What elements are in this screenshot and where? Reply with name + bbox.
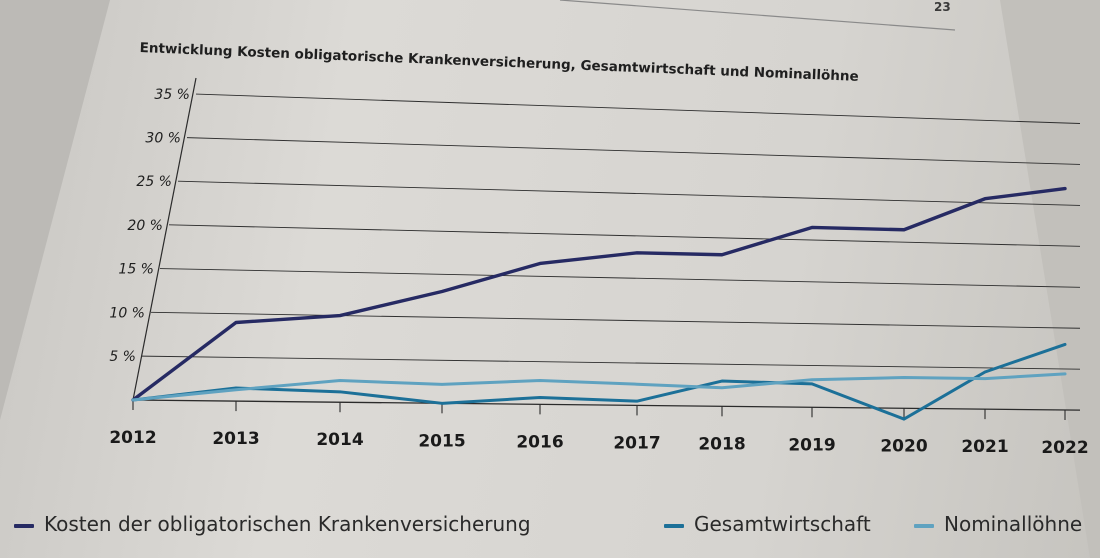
page-number: 23 [934,0,951,14]
x-tick-label: 2014 [316,430,363,450]
legend-label-gesamtwirtschaft: Gesamtwirtschaft [694,512,871,536]
data-point [983,377,987,380]
data-point [440,383,444,386]
grid-line [159,268,1081,288]
data-point [338,379,342,382]
data-point [902,228,906,231]
data-point [1063,372,1067,376]
y-tick-label: 15 % [118,262,154,278]
legend-item-krankenversicherung: Kosten der obligatorischen Krankenversic… [14,512,531,536]
data-point [810,378,814,381]
legend-swatch-gesamtwirtschaft [664,523,684,528]
data-point [810,226,814,229]
data-point [810,382,814,386]
legend-label-krankenversicherung: Kosten der obligatorischen Krankenversic… [44,512,531,536]
x-tick-label: 2015 [418,431,465,451]
y-tick-label: 20 % [127,218,163,234]
data-point [234,388,238,391]
series-line-2 [131,372,1067,402]
data-point [338,390,342,394]
y-tick-label: 5 % [109,349,136,365]
x-tick-label: 2017 [613,433,660,453]
data-point [440,402,444,405]
data-point [131,398,135,402]
data-point [720,253,724,256]
grid-line [186,137,1081,165]
legend-swatch-nominalloehne [914,523,934,528]
y-tick-label: 10 % [109,305,145,321]
x-tick-label: 2021 [961,437,1008,457]
y-tick-label: 35 % [154,87,190,103]
data-point [1063,343,1067,346]
legend-item-nominalloehne: Nominallöhne [914,512,1082,536]
data-point [720,386,724,389]
grid-line [141,355,1081,370]
data-point [538,262,542,265]
grid-lines [141,93,1081,370]
x-tick-label: 2018 [698,434,745,454]
series-line-0 [131,186,1067,402]
data-point [1063,187,1067,190]
y-tick-label: 30 % [145,131,181,147]
grid-line [168,224,1081,247]
data-point [902,376,906,379]
grid-line [177,180,1081,206]
legend: Kosten der obligatorischen Krankenversic… [14,512,1100,546]
x-axis-ticks: 2012 2013 2014 2015 2016 2017 2018 2019 2020 2021… [109,400,1089,458]
legend-item-gesamtwirtschaft: Gesamtwirtschaft [664,512,871,536]
grid-line [195,93,1081,124]
x-tick-label: 2022 [1041,438,1088,458]
grid-line [150,311,1081,329]
data-point [720,379,724,383]
x-tick-label: 2012 [109,428,156,448]
data-point [635,251,639,255]
x-tick-label: 2020 [880,436,927,456]
y-axis-line [132,77,197,401]
legend-swatch-krankenversicherung [14,523,34,528]
x-tick-label: 2013 [212,429,259,449]
data-point [635,399,639,403]
data-point [983,370,987,374]
y-tick-label: 25 % [136,174,172,190]
data-point [902,417,906,421]
data-point [338,314,342,317]
series-lines [131,186,1067,421]
data-point [234,321,238,324]
data-point [538,379,542,382]
legend-label-nominalloehne: Nominallöhne [944,512,1083,536]
x-tick-label: 2016 [516,432,563,452]
data-point [538,396,542,399]
data-point [635,383,639,386]
data-point [983,197,987,200]
axes [132,77,1081,411]
data-point [440,290,444,293]
y-axis-ticks: 5 % 10 % 15 % 20 % 25 % 30 % 35 % [109,87,190,365]
x-tick-label: 2019 [788,435,835,455]
